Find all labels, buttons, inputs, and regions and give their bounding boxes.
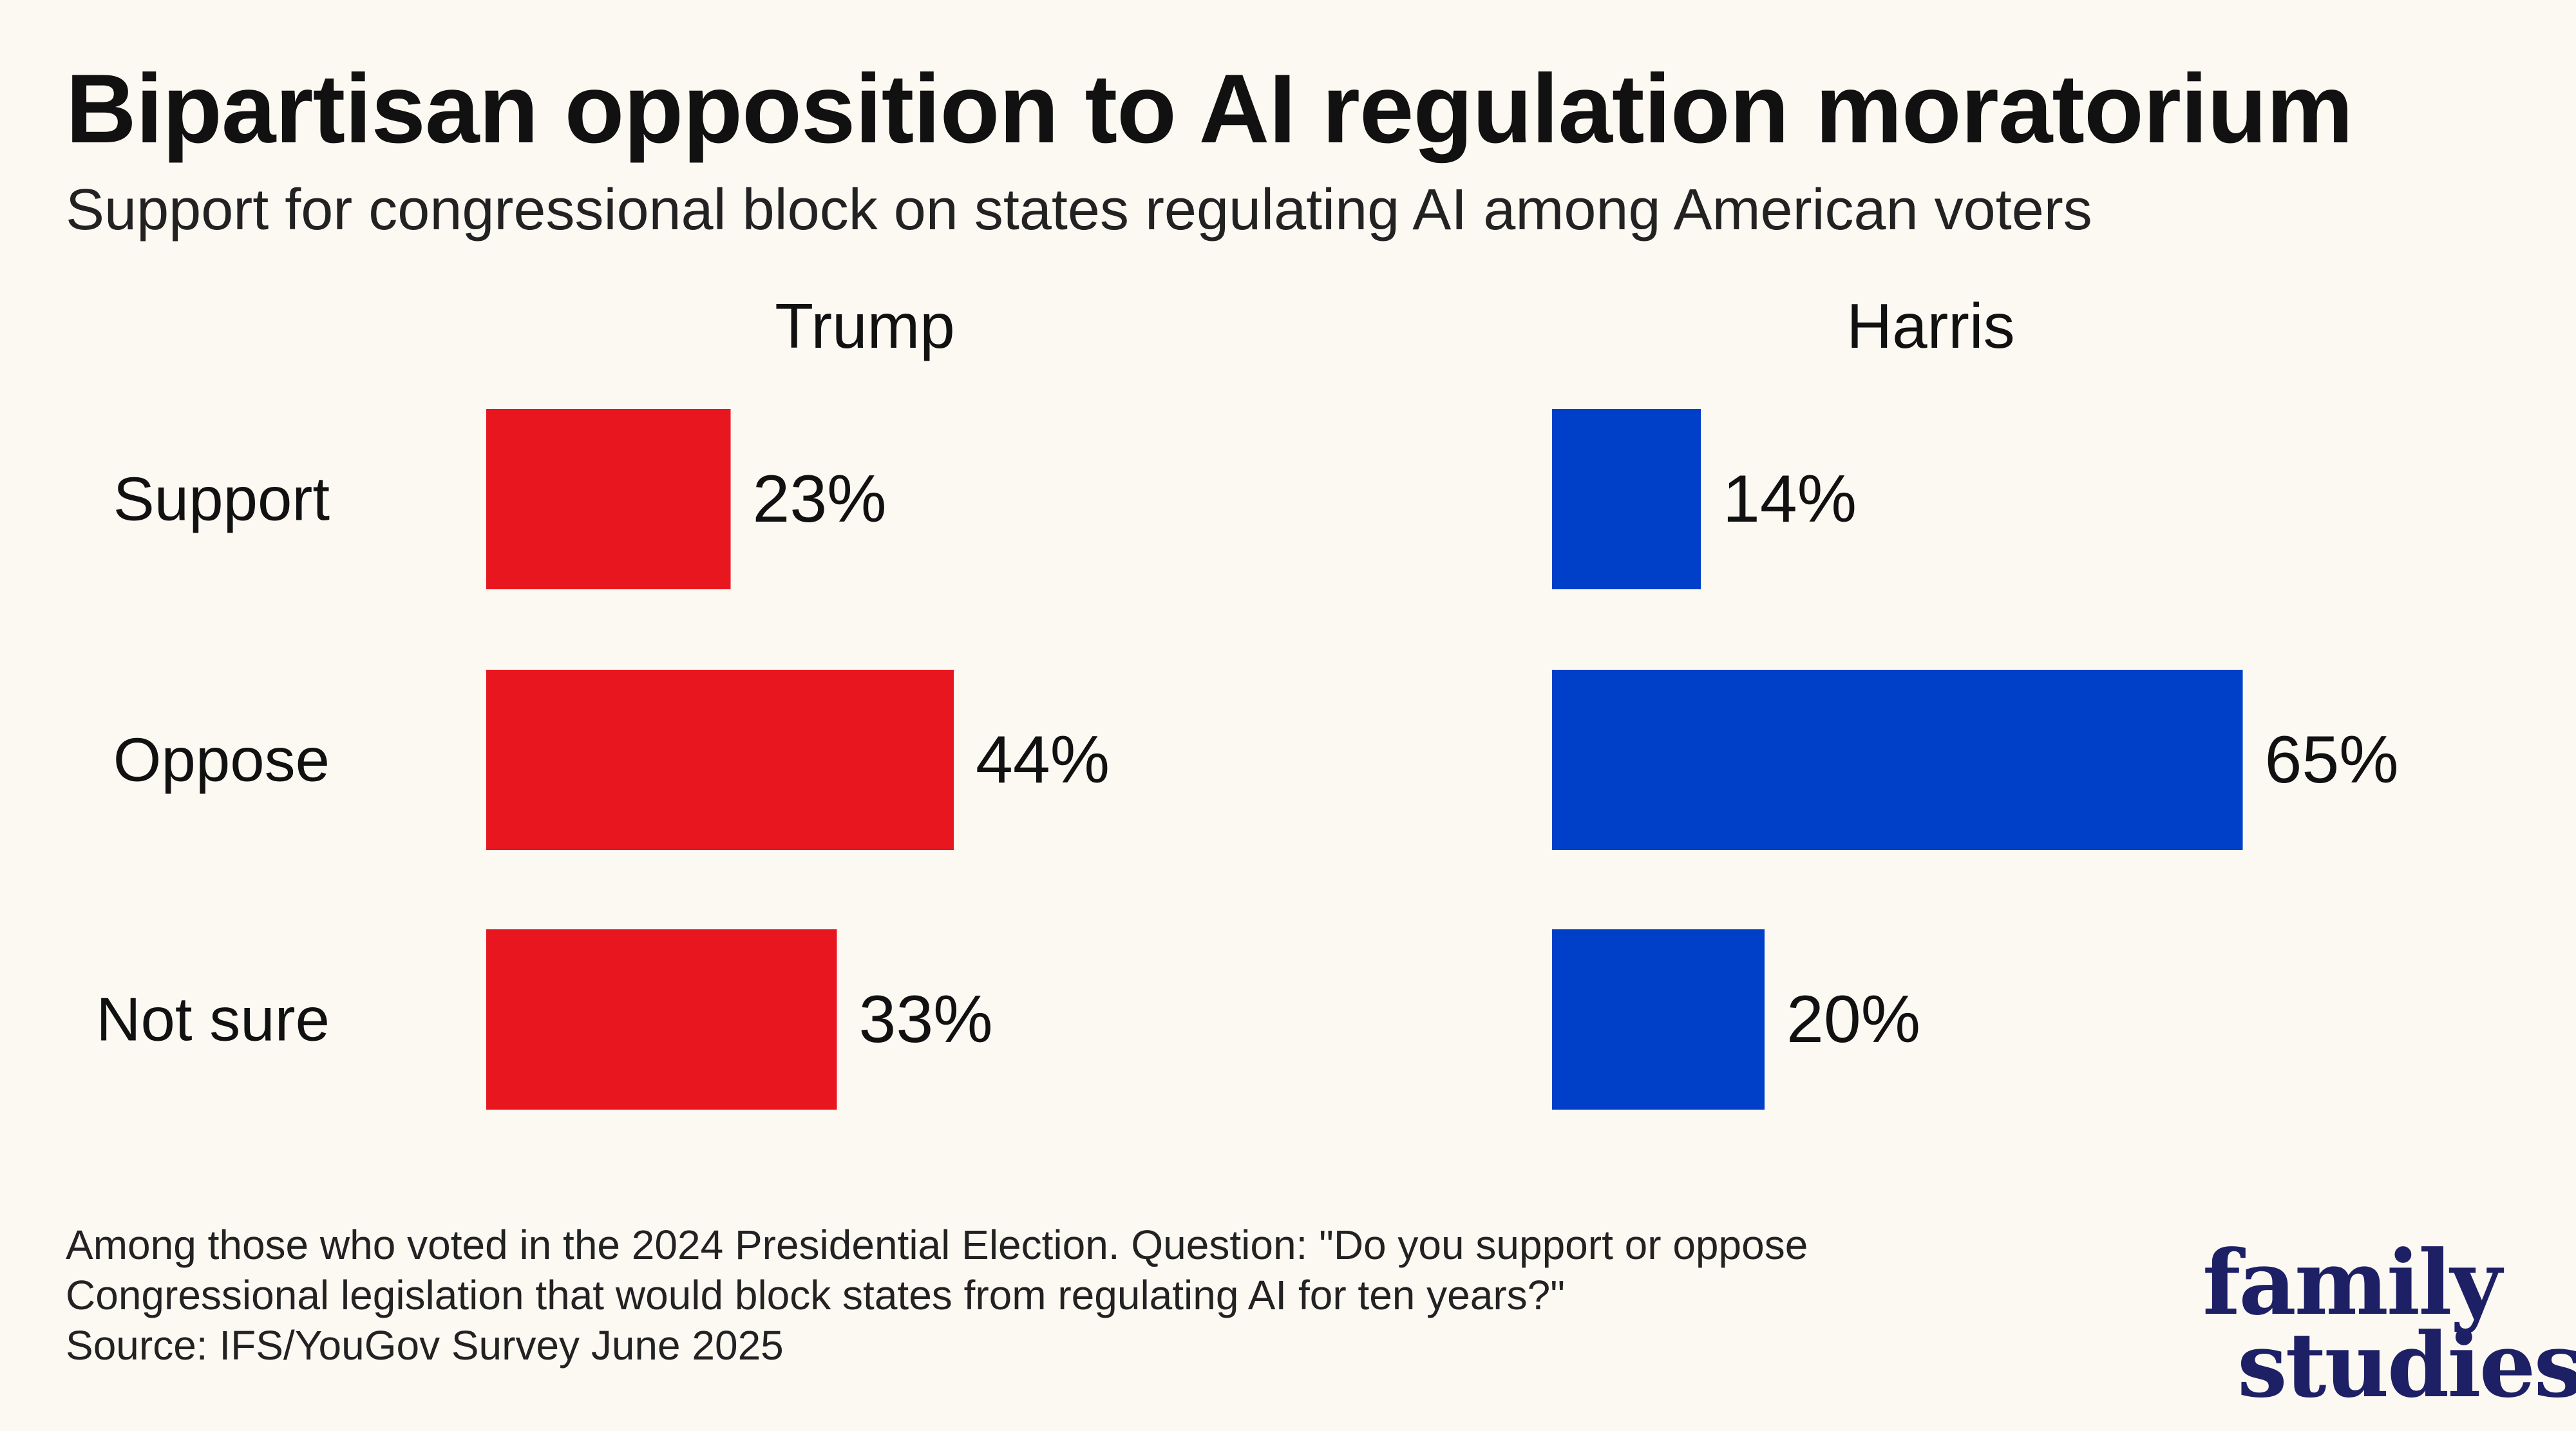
data-label-harris-support: 14% xyxy=(1723,462,1857,536)
logo-word-studies: studies xyxy=(2237,1313,2576,1417)
bar-trump-not-sure xyxy=(486,929,837,1110)
data-label-trump-oppose: 44% xyxy=(976,723,1110,797)
chart-subtitle: Support for congressional block on state… xyxy=(66,178,2092,242)
footnote-line-1: Among those who voted in the 2024 Presid… xyxy=(66,1222,1808,1268)
data-label-harris-oppose: 65% xyxy=(2265,723,2399,797)
family-studies-logo: family studies xyxy=(2196,1230,2576,1417)
panel-title-harris: Harris xyxy=(1846,290,2014,361)
footnote: Among those who voted in the 2024 Presid… xyxy=(66,1220,1808,1370)
panel-title-trump: Trump xyxy=(775,290,955,361)
category-label-support: Support xyxy=(113,465,330,534)
footnote-line-2: Congressional legislation that would blo… xyxy=(66,1272,1565,1318)
bar-harris-oppose xyxy=(1552,670,2243,850)
bar-harris-not-sure xyxy=(1552,929,1765,1110)
bar-trump-support xyxy=(486,409,731,589)
data-label-harris-not-sure: 20% xyxy=(1786,982,1920,1057)
category-label-oppose: Oppose xyxy=(113,726,330,795)
source-note: Source: IFS/YouGov Survey June 2025 xyxy=(66,1322,784,1369)
data-label-trump-not-sure: 33% xyxy=(859,982,993,1057)
logo-word-family: family xyxy=(2202,1230,2502,1335)
data-label-trump-support: 23% xyxy=(753,462,887,536)
bar-trump-oppose xyxy=(486,670,954,850)
category-label-not-sure: Not sure xyxy=(96,985,330,1054)
chart-title: Bipartisan opposition to AI regulation m… xyxy=(66,54,2353,164)
bar-harris-support xyxy=(1552,409,1701,589)
